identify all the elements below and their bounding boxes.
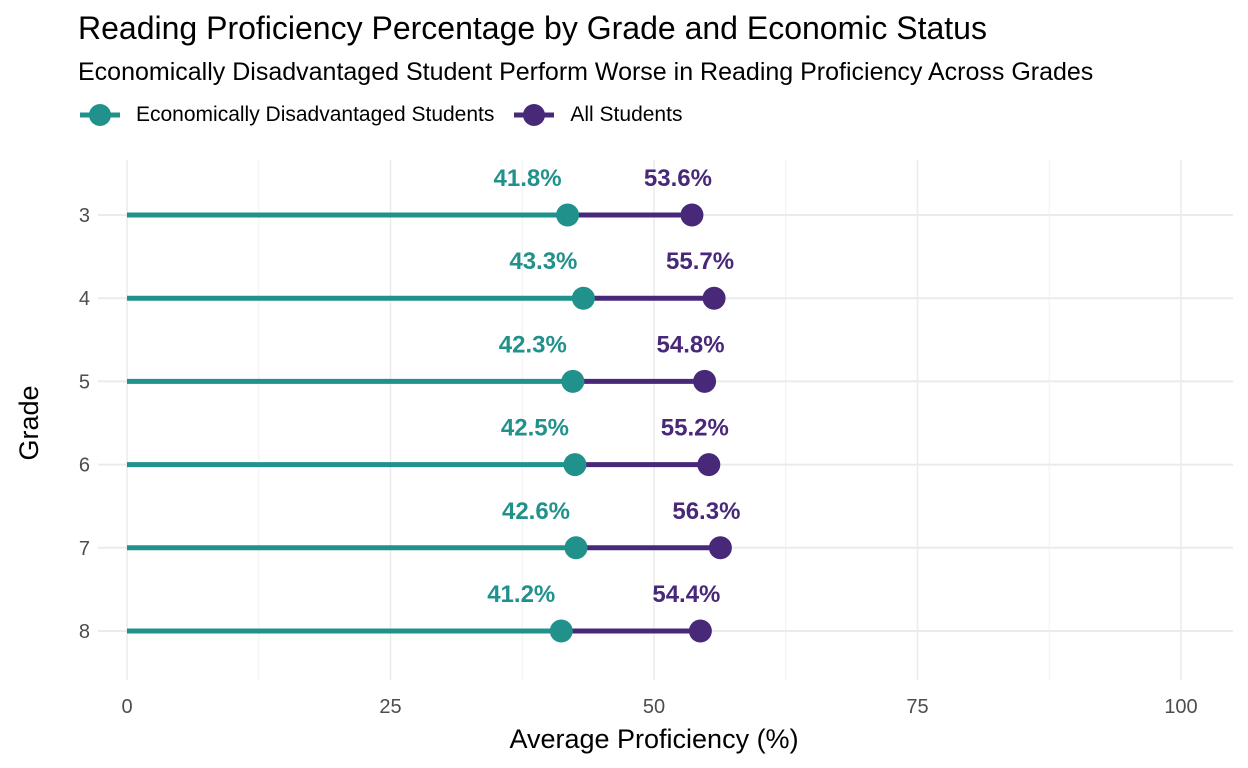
chart-subtitle: Economically Disadvantaged Student Perfo… — [78, 58, 1094, 86]
legend-item-econ-disadvantaged: Economically Disadvantaged Students — [78, 100, 494, 130]
point-all-students — [688, 619, 712, 643]
axis-layer: 3 4 5 6 7 8 0 25 50 75 100 Average Proficiency (%) G… — [14, 205, 1198, 754]
legend-label-all-students: All Students — [570, 103, 683, 126]
legend-key-econ-disadvantaged — [80, 104, 120, 126]
y-tick-label: 6 — [79, 455, 90, 477]
data-label-all-students: 56.3% — [672, 498, 740, 525]
data-label-all-students: 54.4% — [652, 581, 720, 608]
data-label-all-students: 55.7% — [666, 248, 734, 275]
y-axis-title: Grade — [14, 385, 44, 460]
point-econ-disadvantaged — [556, 203, 580, 227]
x-tick-label: 75 — [906, 696, 928, 718]
data-label-all-students: 53.6% — [644, 165, 712, 192]
data-label-econ-disadvantaged: 41.2% — [487, 581, 555, 608]
x-tick-label: 50 — [643, 696, 665, 718]
point-econ-disadvantaged — [549, 619, 573, 643]
label-layer: 41.8% 53.6% 43.3% 55.7% 42.3% 54.8% 42.5% 55.2%… — [487, 165, 740, 608]
data-label-econ-disadvantaged: 43.3% — [509, 248, 577, 275]
x-tick-label: 100 — [1164, 696, 1197, 718]
y-tick-label: 4 — [79, 288, 90, 310]
point-econ-disadvantaged — [564, 536, 588, 560]
point-all-students — [680, 203, 704, 227]
point-all-students — [702, 286, 726, 310]
data-layer — [127, 203, 732, 643]
data-label-econ-disadvantaged: 42.6% — [502, 498, 570, 525]
legend-key-all-students — [514, 104, 555, 126]
legend: Economically Disadvantaged Students All … — [78, 100, 700, 130]
point-econ-disadvantaged — [571, 286, 595, 310]
x-tick-label: 25 — [379, 696, 401, 718]
y-tick-label: 3 — [79, 205, 90, 227]
data-label-econ-disadvantaged: 42.5% — [501, 415, 569, 442]
legend-item-all-students: All Students — [512, 100, 682, 130]
y-tick-label: 8 — [79, 621, 90, 643]
chart-title: Reading Proficiency Percentage by Grade … — [78, 10, 987, 46]
legend-label-econ-disadvantaged: Economically Disadvantaged Students — [136, 103, 495, 126]
data-label-all-students: 54.8% — [657, 331, 725, 358]
y-tick-label: 7 — [79, 538, 90, 560]
x-tick-label: 0 — [121, 696, 132, 718]
data-label-econ-disadvantaged: 41.8% — [494, 165, 562, 192]
y-tick-label: 5 — [79, 371, 90, 393]
point-econ-disadvantaged — [561, 369, 585, 393]
point-all-students — [697, 453, 721, 477]
data-label-all-students: 55.2% — [661, 415, 729, 442]
point-all-students — [693, 369, 717, 393]
point-all-students — [708, 536, 732, 560]
point-econ-disadvantaged — [563, 453, 587, 477]
x-axis-title: Average Proficiency (%) — [509, 724, 798, 754]
data-label-econ-disadvantaged: 42.3% — [499, 331, 567, 358]
